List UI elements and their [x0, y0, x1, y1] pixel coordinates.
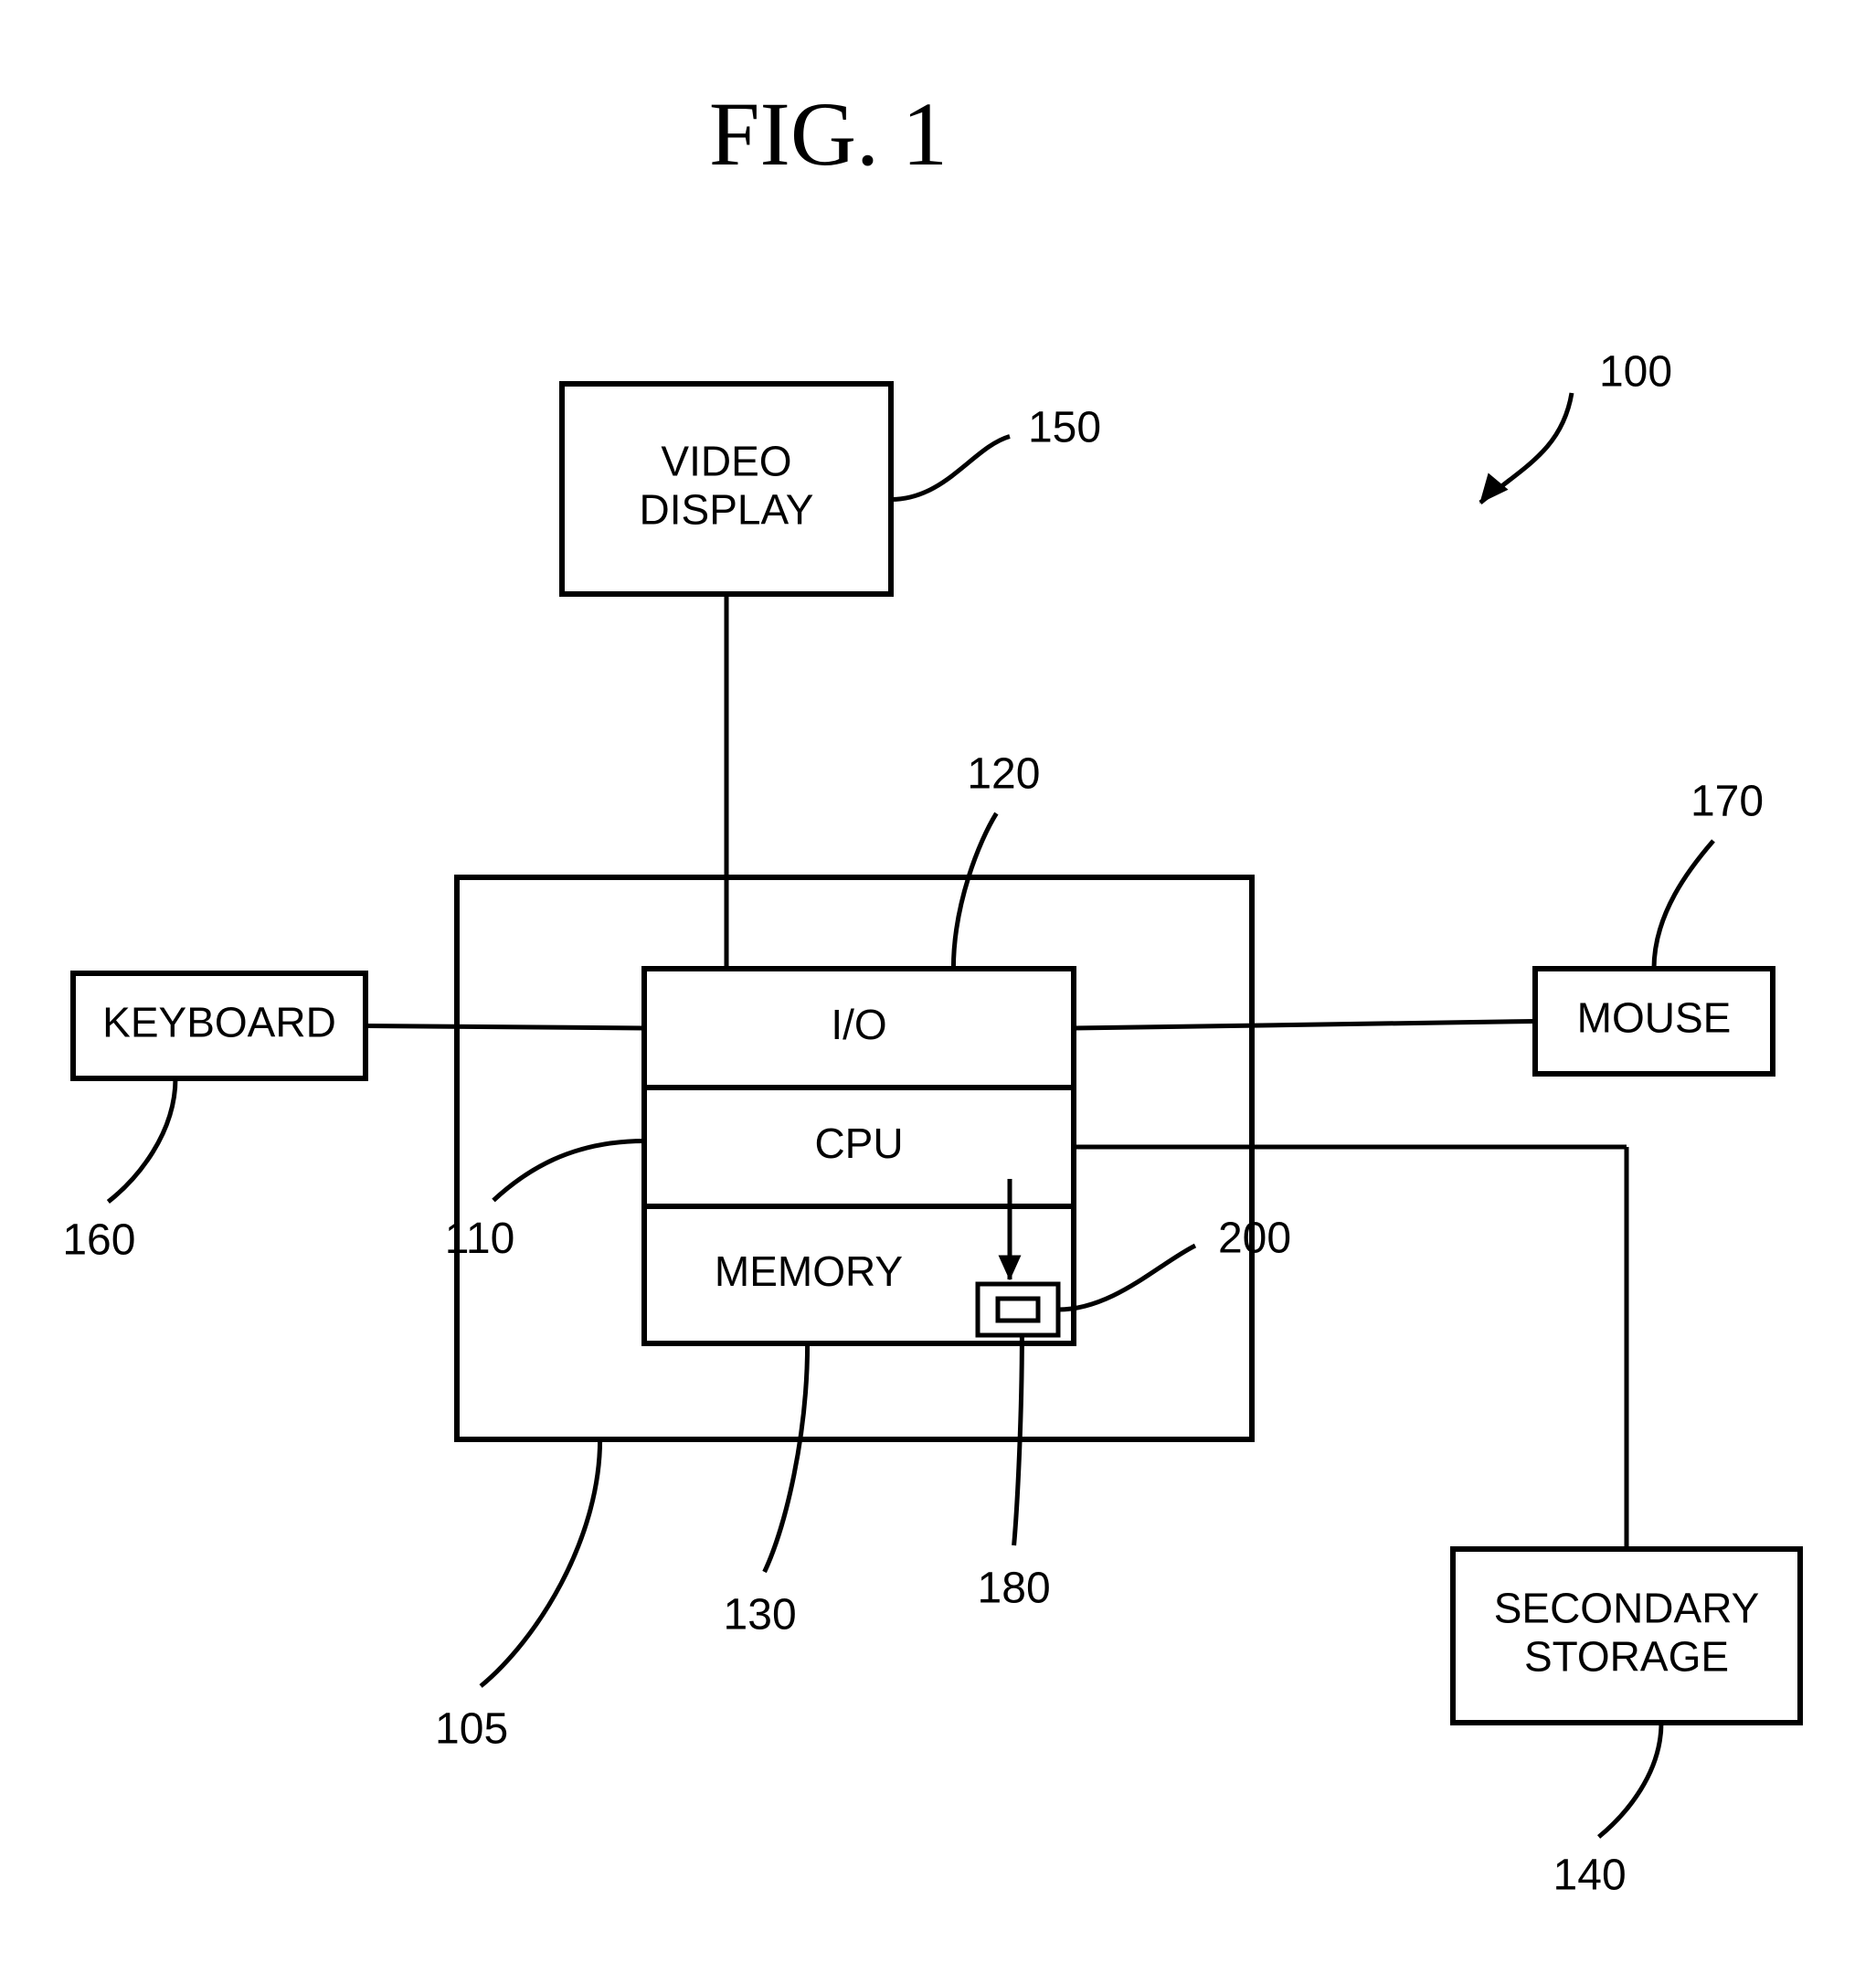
svg-text:160: 160	[62, 1216, 135, 1265]
svg-text:180: 180	[978, 1565, 1051, 1613]
svg-text:CPU: CPU	[814, 1120, 903, 1167]
svg-text:130: 130	[724, 1591, 797, 1640]
svg-text:170: 170	[1691, 778, 1764, 826]
svg-text:140: 140	[1553, 1852, 1627, 1900]
svg-text:MEMORY: MEMORY	[715, 1247, 903, 1295]
svg-text:105: 105	[435, 1705, 508, 1754]
svg-text:150: 150	[1028, 403, 1101, 451]
svg-text:I/O: I/O	[831, 1001, 886, 1048]
svg-text:100: 100	[1599, 348, 1672, 397]
svg-text:SECONDARYSTORAGE: SECONDARYSTORAGE	[1494, 1585, 1760, 1681]
svg-text:MOUSE: MOUSE	[1577, 994, 1732, 1042]
computer-system-block-diagram: FIG. 1 I/O CPU MEMORY VIDEODISPLAY KEYBOARD MO…	[0, 0, 1876, 1974]
svg-text:KEYBOARD: KEYBOARD	[102, 999, 336, 1046]
svg-text:110: 110	[445, 1215, 515, 1263]
svg-text:120: 120	[967, 750, 1040, 799]
svg-text:FIG. 1: FIG. 1	[709, 83, 948, 185]
svg-text:200: 200	[1218, 1215, 1291, 1263]
svg-text:VIDEODISPLAY: VIDEODISPLAY	[640, 438, 814, 534]
